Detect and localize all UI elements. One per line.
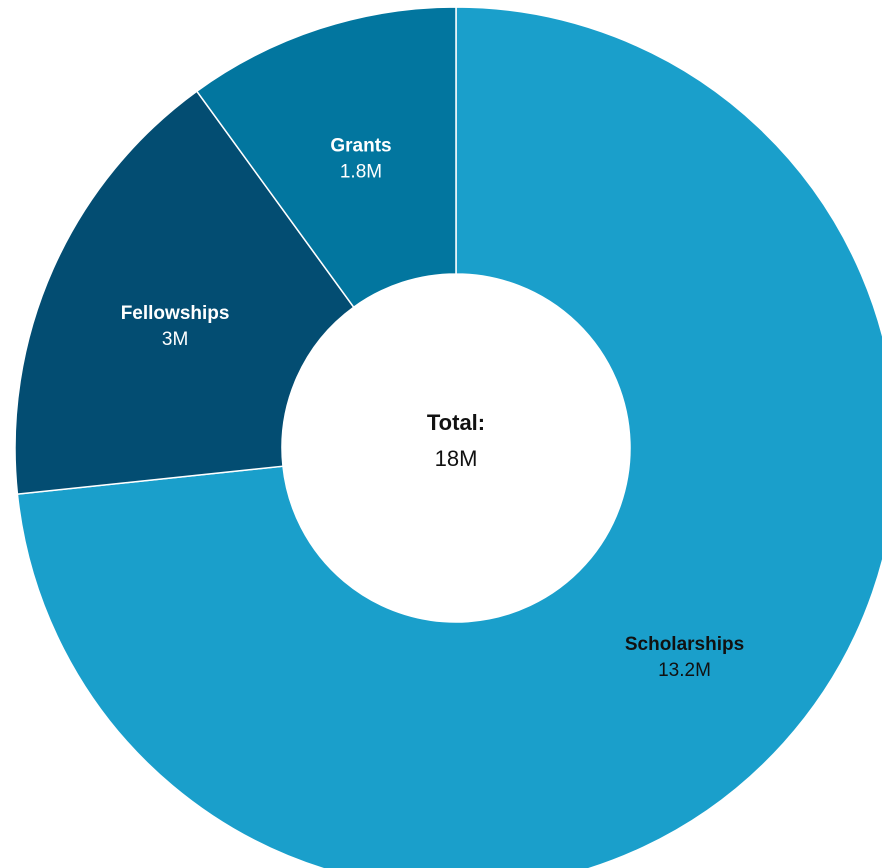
center-total-value: 18M — [435, 446, 478, 471]
center-total-title: Total: — [427, 410, 485, 435]
slices-layer — [14, 6, 882, 868]
slice-value-grants: 1.8M — [340, 162, 382, 183]
center-label: Total: 18M — [427, 410, 485, 471]
slice-label-scholarships: Scholarships — [625, 634, 744, 655]
slice-scholarships — [16, 6, 882, 868]
slice-value-scholarships: 13.2M — [658, 660, 711, 681]
slice-label-fellowships: Fellowships — [121, 303, 230, 324]
labels-layer: Scholarships 13.2M Fellowships 3M Grants 1.8M — [121, 136, 744, 681]
slice-label-grants: Grants — [330, 136, 391, 157]
slice-grants — [195, 6, 457, 309]
slice-value-fellowships: 3M — [162, 329, 188, 350]
